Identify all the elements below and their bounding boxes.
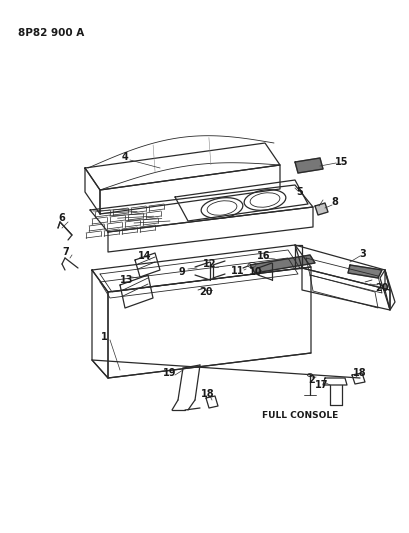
Text: 20: 20 xyxy=(199,287,213,297)
Text: 15: 15 xyxy=(335,157,349,167)
Text: 13: 13 xyxy=(120,275,134,285)
Text: 2: 2 xyxy=(309,375,315,385)
Text: 5: 5 xyxy=(297,187,303,197)
Polygon shape xyxy=(348,265,382,278)
Text: 16: 16 xyxy=(257,251,271,261)
Polygon shape xyxy=(295,158,323,173)
Text: 18: 18 xyxy=(353,368,367,378)
Polygon shape xyxy=(315,203,328,215)
Text: FULL CONSOLE: FULL CONSOLE xyxy=(262,410,338,419)
Text: 11: 11 xyxy=(231,266,245,276)
Text: 8: 8 xyxy=(332,197,338,207)
Text: 4: 4 xyxy=(121,152,128,162)
Text: 17: 17 xyxy=(315,380,329,390)
Text: 3: 3 xyxy=(360,249,366,259)
Polygon shape xyxy=(250,255,315,273)
Text: 20: 20 xyxy=(375,283,389,293)
Text: 7: 7 xyxy=(63,247,70,257)
Text: 1: 1 xyxy=(101,332,108,342)
Text: 12: 12 xyxy=(203,259,217,269)
Text: 6: 6 xyxy=(58,213,65,223)
Text: 9: 9 xyxy=(179,267,185,277)
Text: 8P82 900 A: 8P82 900 A xyxy=(18,28,84,38)
Text: 18: 18 xyxy=(201,389,215,399)
Text: 14: 14 xyxy=(138,251,152,261)
Text: 10: 10 xyxy=(249,267,263,277)
Text: 19: 19 xyxy=(163,368,177,378)
